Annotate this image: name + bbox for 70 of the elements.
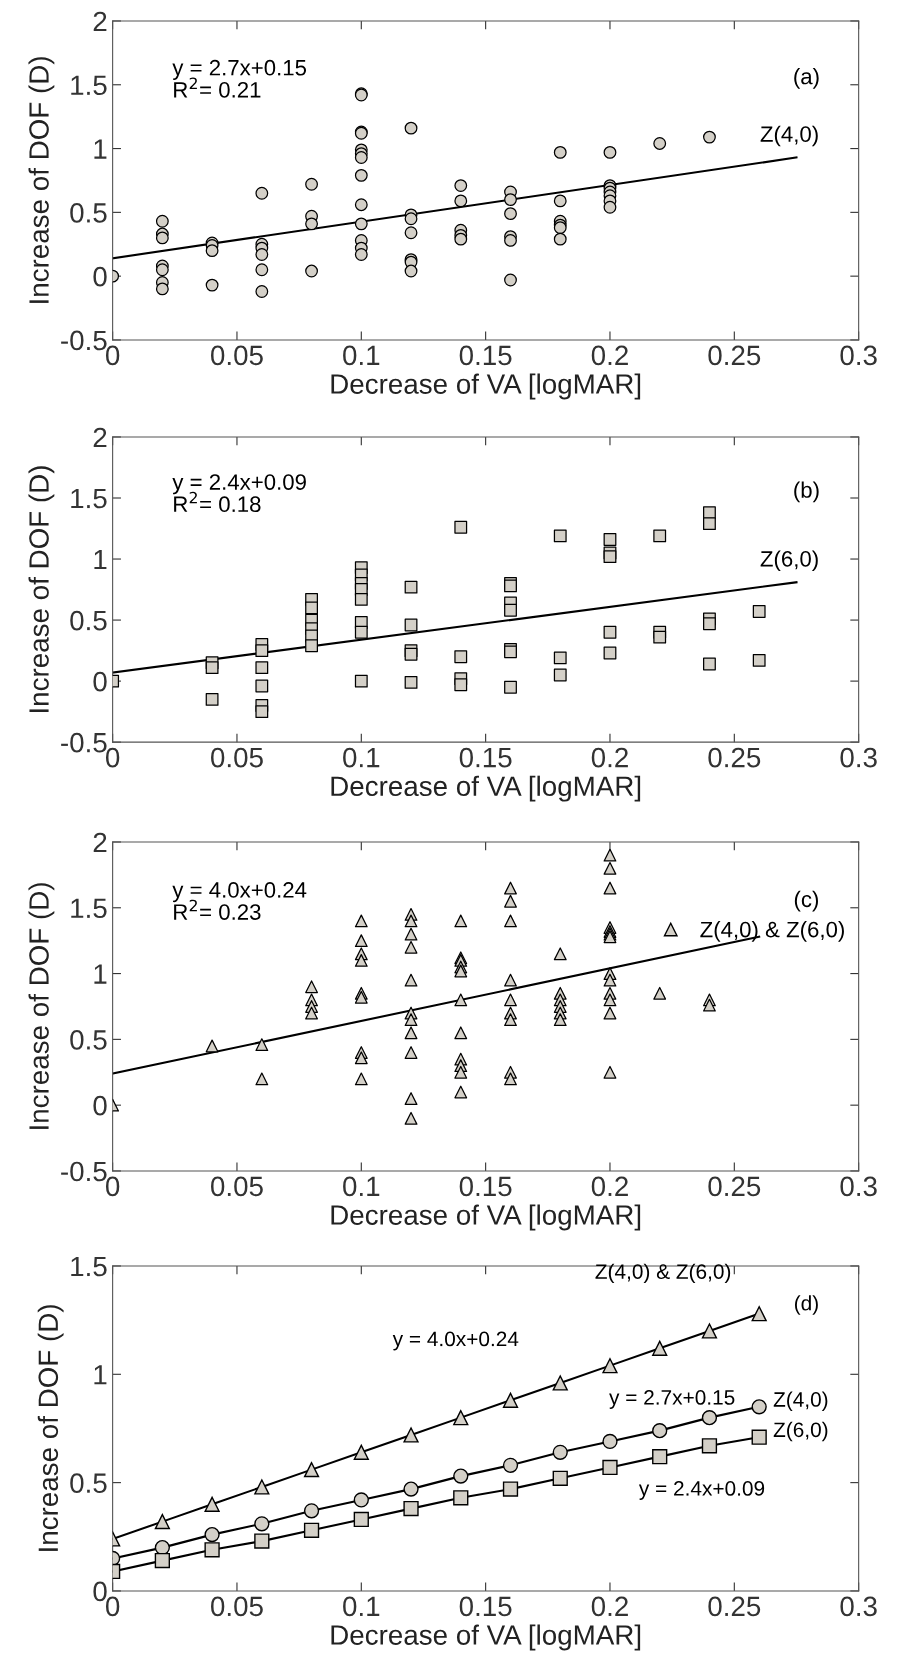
y-tick-label: 1.5 xyxy=(71,898,107,919)
x-tick-label: 0.2 xyxy=(591,747,628,768)
y-tick-label: -0.5 xyxy=(61,732,107,753)
annotation: (d) xyxy=(794,1295,818,1315)
y-tick-label: 0.5 xyxy=(70,1473,107,1493)
y-tick-label: -0.5 xyxy=(61,1161,107,1182)
y-tick-label: 0 xyxy=(93,266,107,287)
annotation: y = 2.4x+0.09 xyxy=(638,1481,765,1500)
x-tick-label: 0.25 xyxy=(708,1596,761,1617)
x-tick-label: 0.15 xyxy=(459,1176,512,1197)
y-axis-title: Increase of DOF (D) xyxy=(37,1305,64,1551)
y-tick-label: 0 xyxy=(93,1581,107,1602)
x-tick-label: 0.15 xyxy=(459,345,512,366)
x-tick-label: 0.3 xyxy=(840,1596,877,1617)
y-tick-label: 1.5 xyxy=(71,488,107,509)
x-tick-label: 0.25 xyxy=(708,747,761,768)
y-tick-label: 1.5 xyxy=(71,1256,107,1277)
x-axis-title: Decrease of VA [logMAR] xyxy=(331,1204,641,1231)
y-tick-label: 2 xyxy=(93,427,107,448)
x-tick-label: 0.2 xyxy=(591,1176,628,1197)
y-tick-label: 1 xyxy=(94,139,107,159)
annotation: y = 2.7x+0.15 xyxy=(609,1390,735,1409)
y-tick-label: 0 xyxy=(93,671,107,692)
y-axis-title: Increase of DOF (D) xyxy=(28,466,55,713)
x-tick-label: 0.1 xyxy=(343,345,380,366)
x-tick-label: 0.05 xyxy=(211,1596,263,1617)
y-tick-label: 1 xyxy=(94,964,107,984)
y-tick-label: 0.5 xyxy=(70,1030,107,1050)
y-tick-label: 0 xyxy=(93,1095,107,1116)
x-tick-label: 0.1 xyxy=(343,1596,380,1617)
annotation: Z(4,0) xyxy=(760,125,818,147)
y-tick-label: -0.5 xyxy=(61,330,107,351)
y-axis-title: Increase of DOF (D) xyxy=(28,57,55,303)
y-tick-label: 1.5 xyxy=(71,75,107,96)
x-axis-title: Decrease of VA [logMAR] xyxy=(331,775,641,802)
annotation: (c) xyxy=(794,890,819,912)
y-tick-label: 1 xyxy=(94,549,107,570)
annotation: y = 4.0x+0.24 xyxy=(392,1331,519,1351)
x-tick-label: 0.05 xyxy=(211,747,263,768)
x-tick-label: 0.1 xyxy=(343,747,380,768)
x-tick-label: 0.3 xyxy=(840,747,877,768)
y-tick-label: 1 xyxy=(94,1365,107,1385)
x-tick-label: 0.25 xyxy=(708,1176,761,1197)
x-axis-title: Decrease of VA [logMAR] xyxy=(331,1624,641,1651)
series-label: Z(6,0) xyxy=(773,1421,828,1442)
x-tick-label: 0.05 xyxy=(211,1176,263,1197)
legend-label: Z(4,0) & Z(6,0) xyxy=(700,921,844,942)
x-axis-title: Decrease of VA [logMAR] xyxy=(331,373,641,400)
x-tick-label: 0.3 xyxy=(840,1176,877,1197)
x-tick-label: 0.2 xyxy=(591,345,628,366)
series-label: Z(4,0) xyxy=(773,1391,828,1411)
annotation: Z(6,0) xyxy=(760,550,818,572)
x-tick-label: 0.15 xyxy=(459,747,512,768)
series-label: Z(4,0) & Z(6,0) xyxy=(595,1263,731,1284)
x-tick-label: 0.15 xyxy=(459,1596,512,1617)
y-tick-label: 2 xyxy=(93,832,107,853)
x-tick-label: 0.05 xyxy=(211,345,263,366)
x-tick-label: 0.25 xyxy=(708,345,761,366)
annotation: y = 2.7x+0.15 R$^{2}$= 0.21 xyxy=(172,59,307,98)
x-tick-label: 0.1 xyxy=(343,1176,380,1197)
y-tick-label: 0.5 xyxy=(70,203,107,223)
annotation: (a) xyxy=(794,68,819,89)
annotation: y = 4.0x+0.24 R$^{2}$= 0.23 xyxy=(172,882,307,920)
y-axis-title: Increase of DOF (D) xyxy=(28,883,55,1129)
annotation: y = 2.4x+0.09 R$^{2}$= 0.18 xyxy=(172,474,306,513)
y-tick-label: 0.5 xyxy=(70,610,107,631)
y-tick-label: 2 xyxy=(93,11,107,32)
annotation: (b) xyxy=(794,481,819,503)
x-tick-label: 0.2 xyxy=(591,1596,628,1617)
x-tick-label: 0.3 xyxy=(840,345,877,366)
